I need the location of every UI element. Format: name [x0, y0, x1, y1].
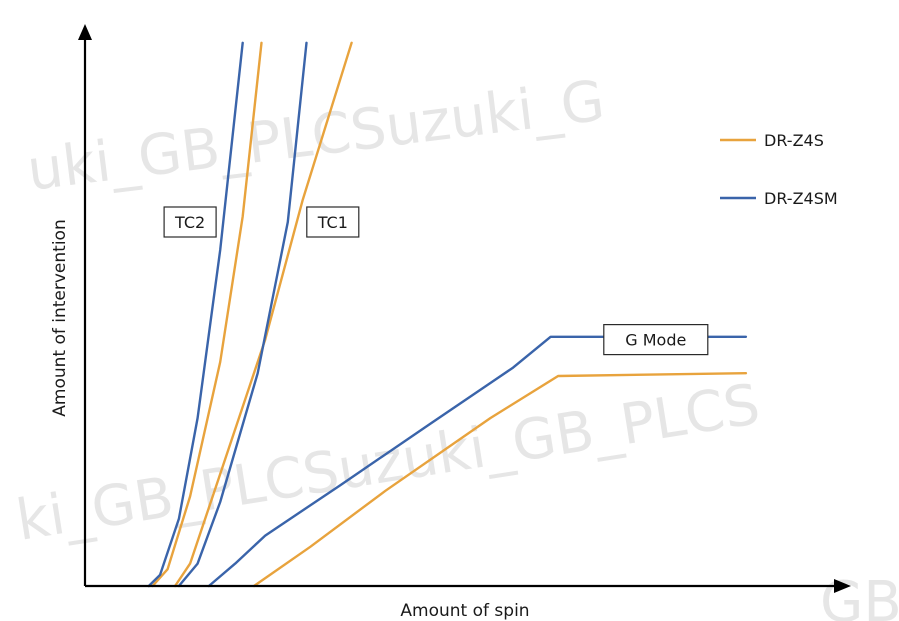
series-line-dr-z4sm-tc1: [177, 41, 308, 588]
watermark-text-2: ki_GB_PLCSuzuki_GB_PLCS: [12, 372, 764, 554]
series-line-dr-z4s-g-mode: [252, 372, 748, 588]
watermark-text-3: GB: [820, 570, 899, 621]
callout-box: [603, 324, 709, 356]
legend: DR-Z4S DR-Z4SM: [720, 131, 838, 208]
series-line-dr-z4s-tc1: [173, 41, 353, 588]
axes: [78, 24, 851, 593]
series-layer: [147, 41, 748, 588]
series-line-dr-z4sm-g-mode: [207, 335, 748, 588]
annotation-layer: TC2 TC1 G Mode: [163, 206, 709, 356]
x-axis-arrow: [834, 579, 851, 593]
legend-item-dr-z4sm: DR-Z4SM: [720, 189, 838, 208]
series-line-dr-z4s-tc2: [151, 41, 263, 588]
watermark-text-1: uki_GB_PLCSuzuki_G: [24, 69, 608, 204]
legend-label: DR-Z4S: [764, 131, 824, 150]
callout-label: TC2: [174, 213, 205, 232]
callout-tc1: TC1: [306, 206, 360, 238]
legend-label: DR-Z4SM: [764, 189, 838, 208]
callout-label: TC1: [317, 213, 348, 232]
watermark: uki_GB_PLCSuzuki_G ki_GB_PLCSuzuki_GB_PL…: [12, 69, 899, 621]
legend-item-dr-z4s: DR-Z4S: [720, 131, 824, 150]
callout-box: [306, 206, 360, 238]
callout-tc2: TC2: [163, 206, 217, 238]
callout-g-mode: G Mode: [603, 324, 709, 356]
series-line-dr-z4sm-tc2: [147, 41, 244, 588]
callout-box: [163, 206, 217, 238]
y-axis-title: Amount of intervention: [50, 219, 70, 416]
x-axis-title: Amount of spin: [400, 601, 529, 621]
y-axis-arrow: [78, 24, 92, 40]
callout-label: G Mode: [625, 331, 686, 350]
